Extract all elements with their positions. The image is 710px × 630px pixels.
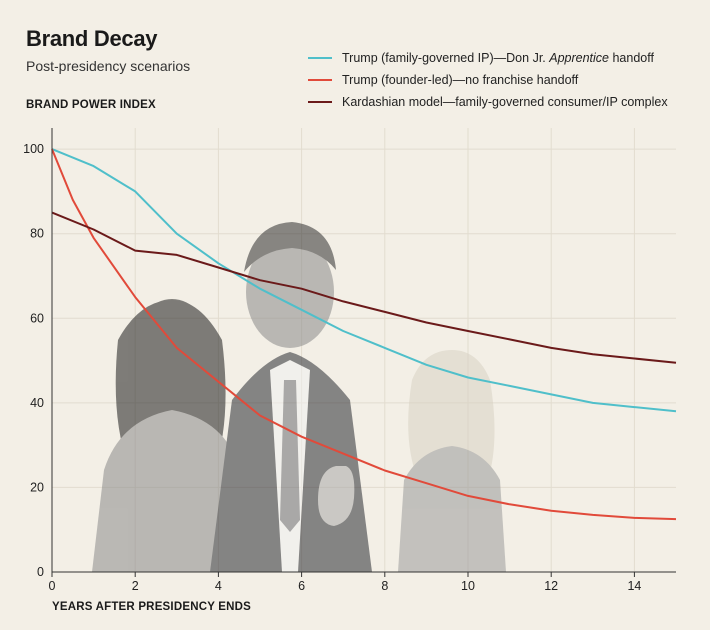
- x-tick-label-4: 4: [215, 579, 222, 593]
- legend-item-kardashian: Kardashian model—family-governed consume…: [308, 91, 668, 113]
- legend-item-family-governed: Trump (family-governed IP)—Don Jr. Appre…: [308, 47, 668, 69]
- y-tick-label-100: 100: [23, 142, 44, 156]
- legend-swatch-family-governed: [308, 57, 332, 59]
- legend-item-founder-led: Trump (founder-led)—no franchise handoff: [308, 69, 668, 91]
- x-tick-label-0: 0: [49, 579, 56, 593]
- series-line-kardashian: [51, 211, 677, 364]
- legend-label-kardashian: Kardashian model—family-governed consume…: [342, 95, 668, 109]
- legend: Trump (family-governed IP)—Don Jr. Appre…: [308, 47, 668, 113]
- x-tick-label-10: 10: [461, 579, 475, 593]
- left-figure-silhouette: [92, 299, 250, 572]
- legend-label-family-governed: Trump (family-governed IP)—Don Jr. Appre…: [342, 51, 654, 65]
- chart-title: Brand Decay: [26, 26, 158, 51]
- y-tick-label-0: 0: [37, 565, 44, 579]
- legend-label-italic: Apprentice: [549, 51, 609, 65]
- x-tick-label-14: 14: [627, 579, 641, 593]
- legend-label-founder-led: Trump (founder-led)—no franchise handoff: [342, 73, 579, 87]
- center-figure-silhouette: [210, 222, 372, 572]
- series-lines: [51, 148, 677, 521]
- legend-swatch-kardashian: [308, 101, 332, 103]
- y-axis-label: BRAND POWER INDEX: [26, 99, 156, 111]
- x-tick-label-8: 8: [381, 579, 388, 593]
- y-tick-label-60: 60: [30, 311, 44, 325]
- x-tick-label-12: 12: [544, 579, 558, 593]
- photo-collage-figures: [92, 222, 506, 572]
- y-tick-label-40: 40: [30, 396, 44, 410]
- right-figure-silhouette: [398, 350, 506, 572]
- series-line-founder-led: [51, 148, 677, 521]
- axes: 0 20 40 60 80 100 0 2 4 6 8 10 12 14: [23, 128, 676, 593]
- y-tick-label-80: 80: [30, 227, 44, 241]
- x-tick-label-6: 6: [298, 579, 305, 593]
- series-line-family-governed: [51, 148, 677, 413]
- chart-subtitle: Post-presidency scenarios: [26, 58, 191, 74]
- x-axis-label: YEARS AFTER PRESIDENCY ENDS: [52, 601, 252, 613]
- y-tick-label-20: 20: [30, 480, 44, 494]
- legend-swatch-founder-led: [308, 79, 332, 81]
- x-tick-label-2: 2: [132, 579, 139, 593]
